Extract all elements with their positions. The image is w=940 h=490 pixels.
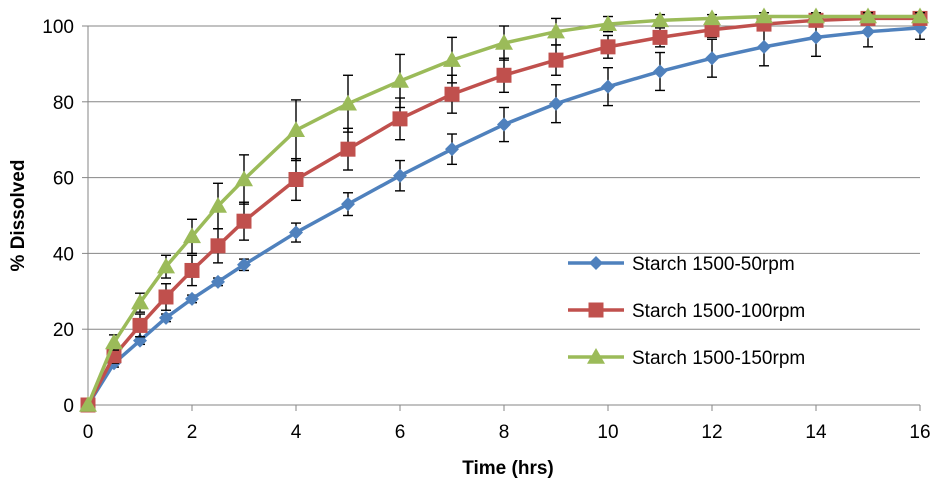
legend-marker bbox=[587, 348, 605, 364]
data-point bbox=[132, 317, 148, 333]
axes: 0 20 40 60 80 100 0 2 4 6 8 10 12 14 16 bbox=[42, 17, 930, 443]
data-point bbox=[549, 96, 563, 111]
data-point bbox=[236, 213, 252, 229]
data-point bbox=[548, 52, 564, 68]
legend-item-3: Starch 1500-150rpm bbox=[568, 348, 805, 369]
data-point bbox=[159, 310, 173, 325]
data-point bbox=[392, 111, 408, 127]
x-tick-label: 0 bbox=[83, 422, 94, 443]
data-point bbox=[237, 257, 251, 272]
data-point bbox=[157, 257, 175, 274]
data-point bbox=[704, 22, 720, 38]
y-axis-title: % Dissolved bbox=[8, 160, 29, 272]
x-tick-label: 2 bbox=[187, 422, 198, 443]
data-point bbox=[653, 64, 667, 79]
data-point bbox=[183, 227, 201, 244]
x-tick-label: 16 bbox=[909, 422, 930, 443]
legend-label: Starch 1500-50rpm bbox=[632, 254, 795, 275]
data-point bbox=[443, 51, 461, 67]
x-tick-label: 14 bbox=[805, 422, 827, 443]
data-point bbox=[547, 22, 565, 39]
x-axis-title: Time (hrs) bbox=[462, 458, 554, 479]
y-tick-label: 80 bbox=[53, 93, 74, 114]
x-tick-label: 8 bbox=[499, 422, 510, 443]
data-point bbox=[131, 293, 149, 310]
y-tick-label: 40 bbox=[53, 244, 74, 265]
data-point bbox=[861, 24, 875, 39]
series-1 bbox=[81, 15, 927, 412]
data-point bbox=[705, 51, 719, 66]
x-tick-label: 4 bbox=[291, 422, 302, 443]
data-point bbox=[289, 225, 303, 240]
y-tick-label: 100 bbox=[42, 17, 74, 38]
data-point bbox=[445, 142, 459, 157]
data-point bbox=[600, 39, 616, 55]
data-point bbox=[859, 7, 877, 24]
data-point bbox=[158, 289, 174, 305]
data-point bbox=[391, 71, 409, 88]
data-point bbox=[210, 238, 226, 254]
data-point bbox=[601, 79, 615, 94]
series-line bbox=[86, 26, 921, 406]
data-point bbox=[288, 171, 304, 187]
data-point bbox=[340, 141, 356, 157]
y-tick-label: 0 bbox=[63, 396, 74, 417]
data-point bbox=[105, 333, 123, 350]
data-point bbox=[444, 86, 460, 102]
data-point bbox=[185, 291, 199, 306]
data-point bbox=[652, 29, 668, 45]
series-3 bbox=[79, 7, 929, 412]
data-point bbox=[341, 197, 355, 212]
x-tick-label: 10 bbox=[597, 422, 618, 443]
data-point bbox=[339, 94, 357, 111]
data-point bbox=[497, 117, 511, 132]
data-point bbox=[393, 168, 407, 183]
data-point bbox=[911, 7, 929, 24]
data-point bbox=[496, 67, 512, 83]
data-point bbox=[807, 7, 825, 24]
legend-marker bbox=[588, 302, 604, 318]
data-point bbox=[235, 170, 253, 187]
y-tick-label: 60 bbox=[53, 169, 74, 190]
data-point bbox=[495, 34, 513, 50]
x-tick-label: 6 bbox=[395, 422, 406, 443]
series-layer bbox=[79, 7, 929, 413]
legend-marker bbox=[589, 256, 603, 270]
legend-item-2: Starch 1500-100rpm bbox=[568, 301, 805, 322]
y-tick-label: 20 bbox=[53, 320, 74, 341]
data-point bbox=[703, 9, 721, 26]
series-line bbox=[86, 14, 920, 406]
data-point bbox=[809, 30, 823, 45]
legend-item-1: Starch 1500-50rpm bbox=[568, 254, 795, 275]
legend: Starch 1500-50rpm Starch 1500-100rpm Starc… bbox=[568, 254, 805, 369]
data-point bbox=[184, 262, 200, 278]
data-point bbox=[209, 197, 227, 213]
data-point bbox=[79, 396, 97, 412]
legend-label: Starch 1500-100rpm bbox=[632, 301, 805, 322]
data-point bbox=[287, 121, 305, 137]
data-point bbox=[599, 15, 617, 31]
legend-label: Starch 1500-150rpm bbox=[632, 348, 805, 369]
data-point bbox=[755, 7, 773, 24]
data-point bbox=[211, 274, 225, 289]
x-tick-label: 12 bbox=[701, 422, 722, 443]
data-point bbox=[651, 11, 669, 28]
data-point bbox=[757, 39, 771, 54]
